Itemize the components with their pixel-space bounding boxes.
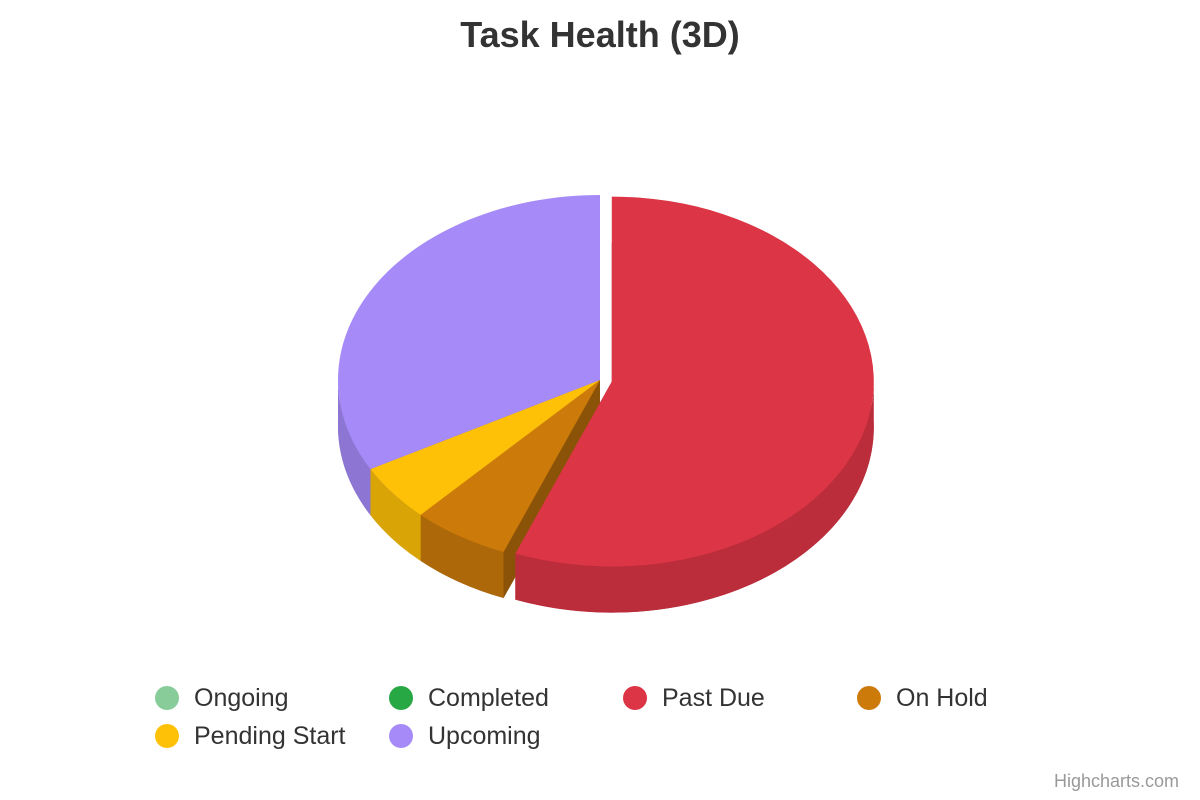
legend-item-past-due[interactable]: Past Due	[623, 684, 857, 712]
legend-item-ongoing[interactable]: Ongoing	[155, 684, 389, 712]
legend-item-on-hold[interactable]: On Hold	[857, 684, 1091, 712]
credits-link[interactable]: Highcharts.com	[1053, 771, 1179, 791]
pie-slice-rim-pending-start	[370, 469, 421, 561]
pie-slice-pending-start[interactable]	[370, 380, 600, 515]
legend-swatch-icon	[389, 724, 413, 748]
legend-label: Completed	[428, 683, 549, 712]
legend-swatch-icon	[857, 686, 881, 710]
pie-slice-past-due[interactable]	[515, 196, 874, 567]
pie-slice-rim-on-hold	[420, 514, 504, 599]
legend-label: On Hold	[896, 683, 988, 712]
chart-legend: Ongoing Completed Past Due On Hold Pending S…	[155, 684, 1095, 750]
legend-label: Upcoming	[428, 721, 541, 750]
legend-swatch-icon	[155, 686, 179, 710]
legend-item-completed[interactable]: Completed	[389, 684, 623, 712]
legend-label: Pending Start	[194, 721, 346, 750]
pie-slice-upcoming[interactable]	[337, 195, 600, 470]
legend-swatch-icon	[623, 686, 647, 710]
legend-item-upcoming[interactable]: Upcoming	[389, 722, 623, 750]
chart-title: Task Health (3D)	[460, 14, 740, 55]
pie-slice-rim-upcoming	[338, 380, 371, 516]
legend-item-pending-start[interactable]: Pending Start	[155, 722, 389, 750]
legend-label: Past Due	[662, 683, 765, 712]
pie-slice-rim-past-due	[515, 381, 874, 613]
pie-slice-on-hold[interactable]	[420, 380, 600, 553]
legend-label: Ongoing	[194, 683, 289, 712]
legend-swatch-icon	[155, 724, 179, 748]
legend-swatch-icon	[389, 686, 413, 710]
